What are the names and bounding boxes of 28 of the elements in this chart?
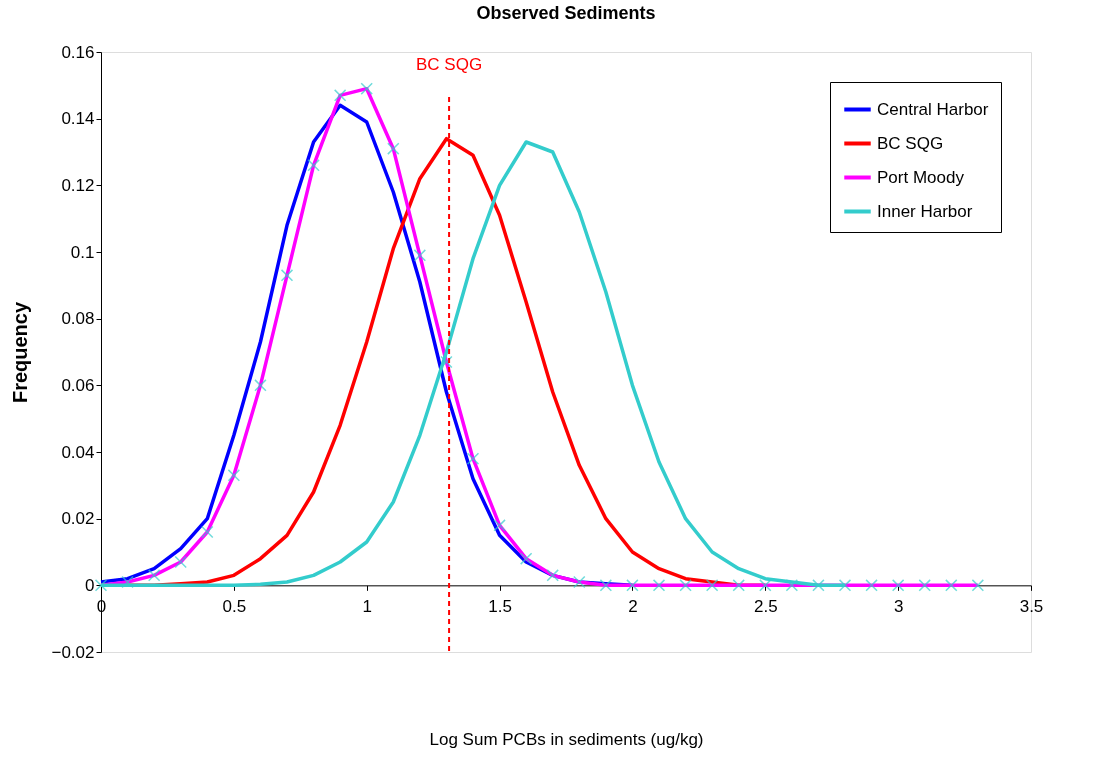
y-tick-label: 0.16 xyxy=(61,42,95,62)
point xyxy=(94,579,108,592)
x-tick-label: 2.5 xyxy=(753,596,778,616)
y-tick-label: 0.12 xyxy=(61,175,95,195)
legend-label: Central Harbor xyxy=(877,99,989,119)
ref-line-label: BC SQG xyxy=(416,55,483,74)
y-tick-label: −0.02 xyxy=(51,642,95,662)
x-tick-label: 2 xyxy=(628,596,638,616)
point xyxy=(812,579,825,592)
x-tick-label: 0.5 xyxy=(222,596,247,616)
legend-label: BC SQG xyxy=(877,133,944,153)
y-tick-label: 0.06 xyxy=(61,375,95,395)
legend-label: Inner Harbor xyxy=(877,201,973,221)
x-tick-label: 1.5 xyxy=(488,596,512,616)
y-tick-label: 0 xyxy=(85,575,95,595)
y-tick-label: 0.04 xyxy=(61,442,95,462)
x-tick-label: 3.5 xyxy=(1019,596,1044,616)
legend-label: Port Moody xyxy=(877,167,965,187)
y-tick-label: 0.14 xyxy=(61,109,95,129)
x-axis-title: Log Sum PCBs in sediments (ug/kg) xyxy=(429,729,704,749)
x-tick-label: 3 xyxy=(893,596,904,616)
y-tick-label: 0.02 xyxy=(61,509,95,529)
y-tick-label: 0.1 xyxy=(70,242,95,262)
x-tick-label: 1 xyxy=(362,596,372,616)
y-axis-title: Frequency xyxy=(9,301,32,404)
chart-title: Observed Sediments xyxy=(476,3,656,23)
point xyxy=(838,579,852,592)
y-tick-label: 0.08 xyxy=(61,309,95,329)
